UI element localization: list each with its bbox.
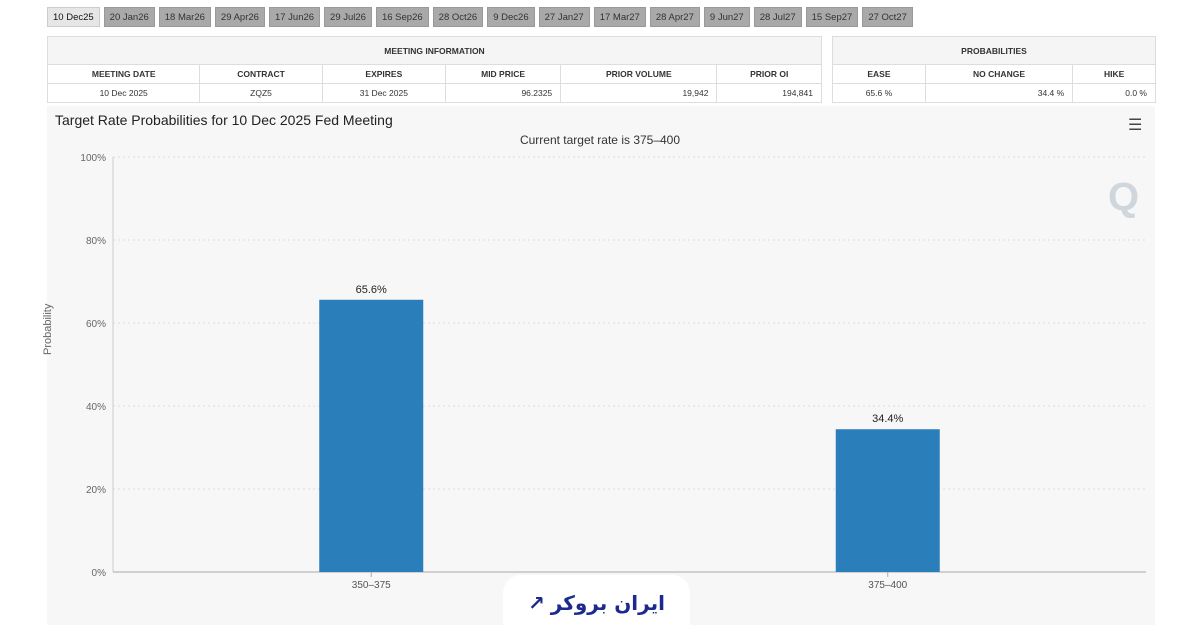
table-cell: 34.4 % [924,83,1074,103]
tab-9[interactable]: 27 Jan27 [538,7,590,27]
probabilities-table: PROBABILITIES EASE NO CHANGE HIKE 65.6 % 34.… [832,36,1156,103]
tab-6[interactable]: 16 Sep26 [375,7,429,27]
chart-area [47,106,1155,625]
tab-7[interactable]: 28 Oct26 [432,7,484,27]
table-cell: 0.0 % [1072,83,1156,103]
data-label: 65.6% [356,284,387,296]
tab-12[interactable]: 9 Jun27 [703,7,750,27]
table-cell: 31 Dec 2025 [321,83,446,103]
table-cell: 194,841 [716,83,822,103]
table-cell: ZQZ5 [199,83,323,103]
y-tick-label: 80% [86,236,106,247]
group-header: PROBABILITIES [832,36,1156,65]
tab-5[interactable]: 29 Jul26 [324,7,372,27]
y-tick-label: 20% [86,485,106,496]
tab-2[interactable]: 18 Mar26 [158,7,211,27]
tab-0[interactable]: 10 Dec25 [47,7,100,27]
watermark-logo: ↗ ایران بروکر [503,575,690,630]
tab-8[interactable]: 9 Dec26 [487,7,535,27]
y-tick-label: 100% [80,153,106,164]
tab-15[interactable]: 27 Oct27 [862,7,913,27]
bar [319,299,424,572]
tab-11[interactable]: 28 Apr27 [649,7,700,27]
x-tick-label: 375–400 [868,580,907,591]
menu-icon[interactable]: ☰ [1128,117,1143,134]
y-tick-label: 0% [92,568,107,579]
tab-13[interactable]: 28 Jul27 [753,7,802,27]
bar [835,429,940,572]
q-watermark-icon: Q [1108,175,1139,219]
meeting-tabs: 10 Dec25 20 Jan26 18 Mar26 29 Apr26 17 Jun26… [47,7,913,27]
data-label: 34.4% [872,413,903,425]
logo-text: ایران بروکر [550,590,665,615]
chart-title: Target Rate Probabilities for 10 Dec 202… [55,112,393,128]
tab-4[interactable]: 17 Jun26 [268,7,321,27]
tab-1[interactable]: 20 Jan26 [103,7,155,27]
y-tick-label: 60% [86,319,106,330]
table-cell: 19,942 [560,83,718,103]
meeting-information-table: MEETING INFORMATION MEETING DATE CONTRACT… [46,36,822,103]
y-tick-label: 40% [86,402,106,413]
tab-10[interactable]: 17 Mar27 [593,7,646,27]
x-tick-label: 350–375 [352,580,391,591]
tab-3[interactable]: 29 Apr26 [214,7,265,27]
tab-14[interactable]: 15 Sep27 [805,7,859,27]
chart-subtitle: Current target rate is 375–400 [519,133,681,147]
chart-growth-icon: ↗ [528,590,545,615]
table-cell: 65.6 % [832,83,926,103]
